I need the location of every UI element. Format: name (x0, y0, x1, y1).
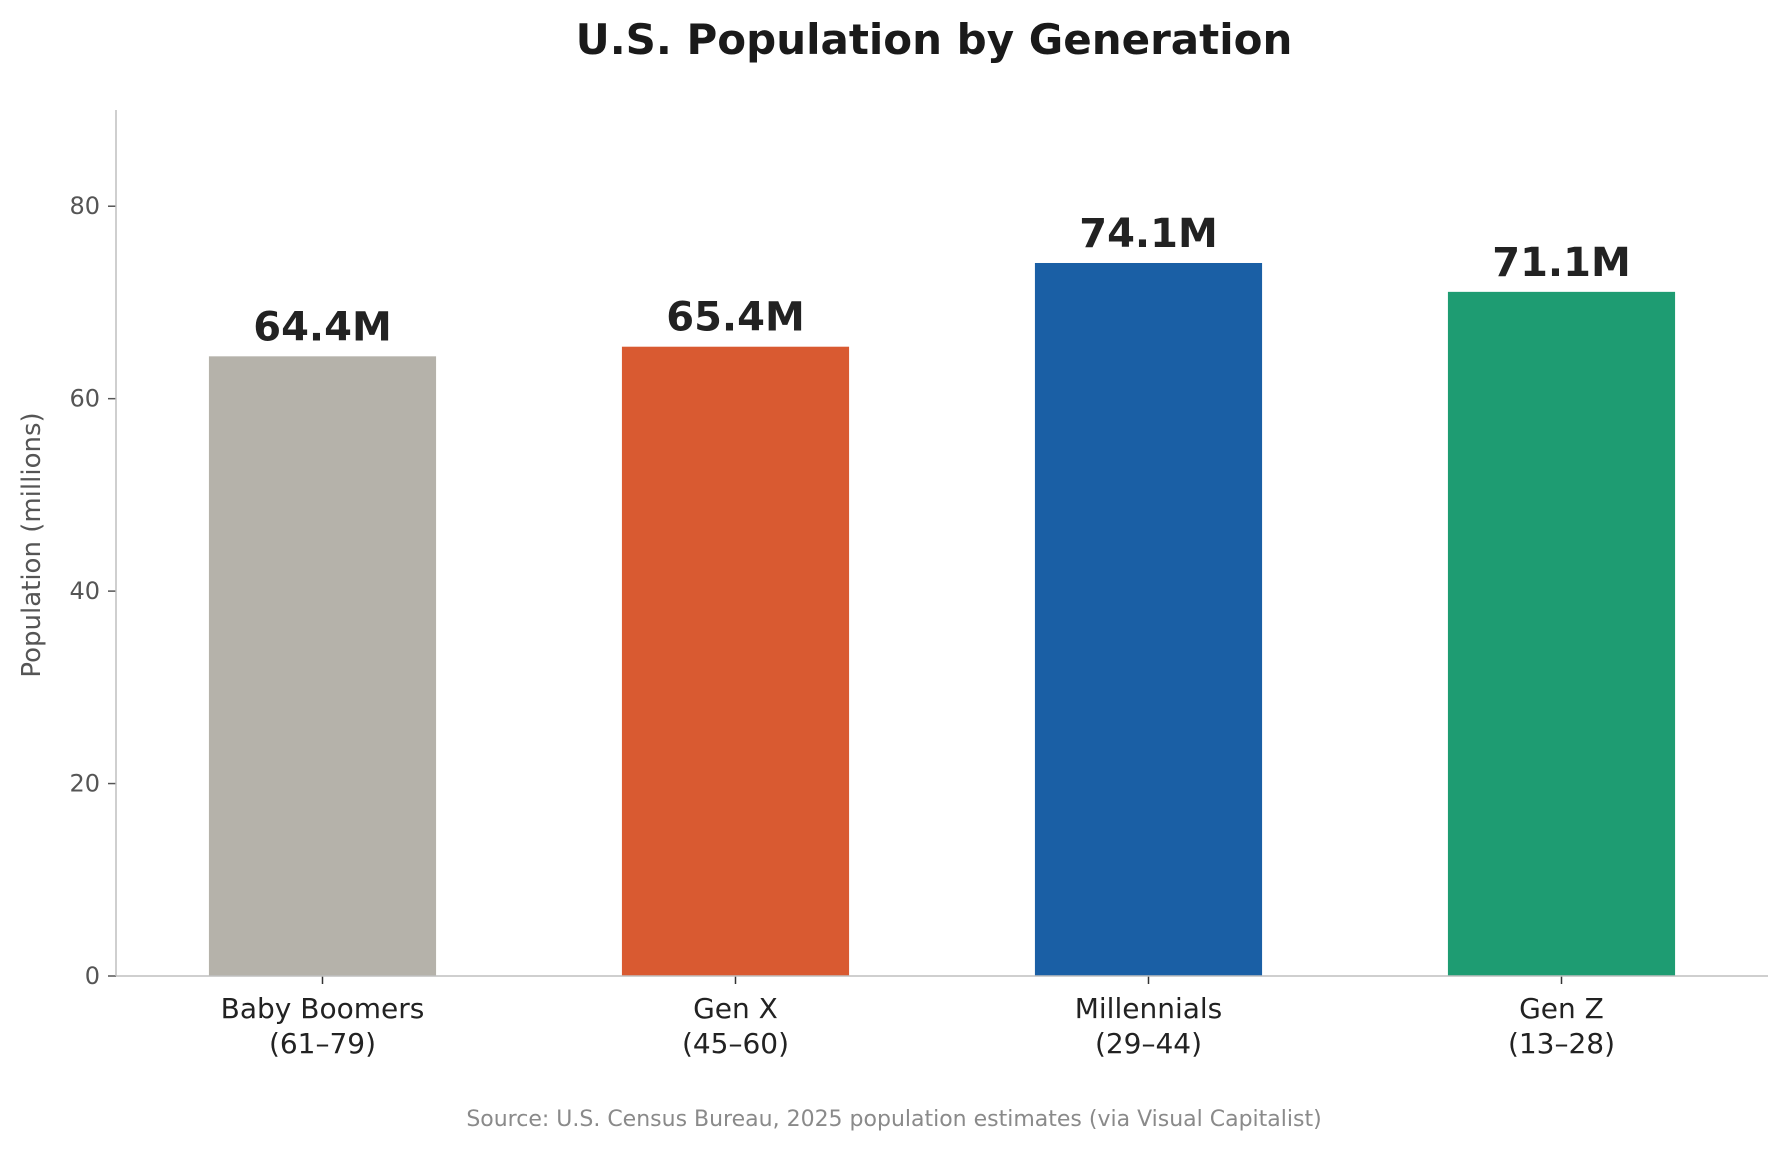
y-tick-label: 80 (69, 192, 100, 220)
y-tick-label: 60 (69, 385, 100, 413)
x-tick-label: (29–44) (1095, 1027, 1202, 1060)
x-tick-label: Millennials (1075, 992, 1223, 1025)
chart-title: U.S. Population by Generation (576, 15, 1293, 64)
y-axis-label: Population (millions) (17, 412, 47, 677)
x-tick-label: (13–28) (1508, 1027, 1615, 1060)
bars-group (208, 262, 1676, 977)
bar (1447, 291, 1676, 976)
x-tick-label: Baby Boomers (221, 992, 425, 1025)
bar-value-label: 64.4M (253, 304, 392, 350)
y-axis-ticks: 0 20 40 60 80 (69, 192, 116, 990)
x-tick-label: (45–60) (682, 1027, 789, 1060)
x-tick-label: Gen X (693, 992, 778, 1025)
y-tick-label: 40 (69, 577, 100, 605)
x-axis-ticks: Baby Boomers(61–79) Gen X(45–60) Millennia… (221, 976, 1615, 1060)
x-tick-label: Gen Z (1519, 992, 1604, 1025)
y-tick-label: 0 (85, 962, 100, 990)
bar-value-label: 65.4M (666, 295, 805, 341)
x-tick-label: (61–79) (269, 1027, 376, 1060)
value-labels-group: 64.4M 65.4M 74.1M 71.1M (253, 211, 1631, 350)
bar (1034, 262, 1263, 976)
bar-value-label: 71.1M (1492, 240, 1631, 286)
bar-value-label: 74.1M (1079, 211, 1218, 257)
y-tick-label: 20 (69, 770, 100, 798)
bar (208, 356, 437, 977)
source-note: Source: U.S. Census Bureau, 2025 populat… (466, 1107, 1321, 1132)
bar (621, 346, 850, 976)
